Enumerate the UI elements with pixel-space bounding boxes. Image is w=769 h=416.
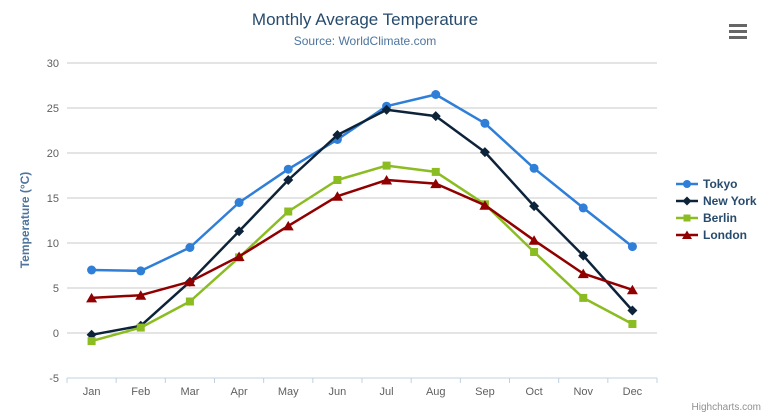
series-marker-berlin[interactable] <box>87 337 96 346</box>
chart-subtitle: Source: WorldClimate.com <box>293 34 437 48</box>
legend-item-london[interactable]: London <box>676 226 757 243</box>
series-marker-london[interactable] <box>626 284 638 295</box>
series-marker-london[interactable] <box>331 191 343 201</box>
series-marker-london[interactable] <box>479 200 491 210</box>
x-axis-tick-label: Jun <box>329 386 347 398</box>
x-axis-tick-label: Jul <box>380 386 394 398</box>
legend-marker-triangle-up-icon <box>676 230 698 239</box>
x-axis-tick-label: Feb <box>131 386 150 398</box>
hamburger-bar <box>729 24 747 27</box>
series-marker-tokyo[interactable] <box>283 164 293 174</box>
legend-marker-circle-icon <box>676 179 698 188</box>
series-marker-berlin[interactable] <box>628 320 637 328</box>
x-axis-tick-label: Sep <box>475 386 495 398</box>
series-marker-london[interactable] <box>430 178 442 189</box>
y-axis-tick-label: 5 <box>53 283 59 295</box>
series-marker-new-york[interactable] <box>682 196 692 205</box>
series-marker-berlin[interactable] <box>382 161 391 170</box>
series-marker-new-york[interactable] <box>529 201 540 212</box>
series-line-new-york[interactable] <box>90 108 634 337</box>
series-marker-new-york[interactable] <box>234 226 245 237</box>
series-marker-london[interactable] <box>184 276 196 287</box>
series-marker-tokyo[interactable] <box>529 163 539 173</box>
series-marker-london[interactable] <box>682 230 692 239</box>
legend-item-berlin[interactable]: Berlin <box>676 209 757 226</box>
series-marker-tokyo[interactable] <box>234 198 244 207</box>
hamburger-bar <box>729 30 747 33</box>
y-axis-tick-label: 15 <box>47 193 59 205</box>
x-axis-tick-label: May <box>278 386 299 398</box>
legend-label-tokyo: Tokyo <box>703 176 738 191</box>
series-marker-berlin[interactable] <box>136 323 145 332</box>
series-marker-london[interactable] <box>233 251 245 262</box>
series-marker-new-york[interactable] <box>381 104 392 115</box>
series-line-london[interactable] <box>90 178 634 300</box>
series-marker-tokyo[interactable] <box>185 243 195 252</box>
x-axis-tick-label: Apr <box>231 386 248 398</box>
credits-link[interactable]: Highcharts.com <box>691 402 761 413</box>
chart-header: Monthly Average Temperature Source: Worl… <box>0 10 730 48</box>
x-axis-tick-label: Dec <box>623 386 643 398</box>
x-axis-tick-label: Oct <box>526 386 543 398</box>
legend: Tokyo New York Berlin London <box>676 175 757 243</box>
series-marker-london[interactable] <box>86 292 98 303</box>
series-marker-berlin[interactable] <box>185 297 194 306</box>
y-axis-tick-label: 20 <box>47 148 59 160</box>
series-marker-new-york[interactable] <box>332 130 343 140</box>
series-marker-tokyo[interactable] <box>578 203 588 213</box>
x-axis-tick-label: Jan <box>83 386 101 398</box>
series-marker-new-york[interactable] <box>578 250 589 261</box>
legend-marker-diamond-icon <box>676 196 698 205</box>
y-axis-title: Temperature (°C) <box>18 171 32 269</box>
series-line-tokyo[interactable] <box>90 93 634 273</box>
y-axis-tick-label: 0 <box>53 328 59 340</box>
legend-label-new-york: New York <box>703 193 757 208</box>
series-marker-tokyo[interactable] <box>87 265 97 275</box>
series-marker-tokyo[interactable] <box>683 179 691 188</box>
series-marker-berlin[interactable] <box>579 293 588 302</box>
series-marker-berlin[interactable] <box>530 248 539 256</box>
series-marker-london[interactable] <box>381 175 393 185</box>
legend-marker-square-icon <box>676 214 698 221</box>
series-line-berlin[interactable] <box>90 164 634 343</box>
series-marker-berlin[interactable] <box>333 176 342 184</box>
x-axis-tick-label: Aug <box>426 386 446 398</box>
legend-label-berlin: Berlin <box>703 210 738 225</box>
y-axis-tick-label: -5 <box>49 373 59 385</box>
series-marker-tokyo[interactable] <box>136 266 146 276</box>
x-axis-tick-label: Mar <box>180 386 199 398</box>
hamburger-menu-icon[interactable] <box>726 21 750 42</box>
series-marker-tokyo[interactable] <box>627 242 637 252</box>
legend-item-tokyo[interactable]: Tokyo <box>676 175 757 192</box>
y-axis-tick-label: 10 <box>47 238 59 250</box>
series-marker-london[interactable] <box>577 268 589 279</box>
series-marker-berlin[interactable] <box>431 167 440 176</box>
series-marker-tokyo[interactable] <box>480 118 490 128</box>
series-marker-berlin[interactable] <box>683 214 691 221</box>
series-marker-new-york[interactable] <box>430 111 441 122</box>
series-marker-new-york[interactable] <box>479 147 490 158</box>
series-marker-berlin[interactable] <box>284 207 293 216</box>
series-marker-tokyo[interactable] <box>431 90 441 99</box>
legend-item-new-york[interactable]: New York <box>676 192 757 209</box>
series-marker-new-york[interactable] <box>283 175 294 185</box>
y-axis-tick-label: 30 <box>47 58 59 70</box>
series-marker-london[interactable] <box>135 290 147 300</box>
chart-title: Monthly Average Temperature <box>251 10 479 29</box>
legend-label-london: London <box>703 227 747 242</box>
series-marker-london[interactable] <box>282 220 294 231</box>
x-axis-tick-label: Nov <box>573 386 593 398</box>
series-marker-london[interactable] <box>528 235 540 245</box>
series-marker-new-york[interactable] <box>627 305 638 316</box>
y-axis-tick-label: 25 <box>47 103 59 115</box>
hamburger-bar <box>729 36 747 39</box>
